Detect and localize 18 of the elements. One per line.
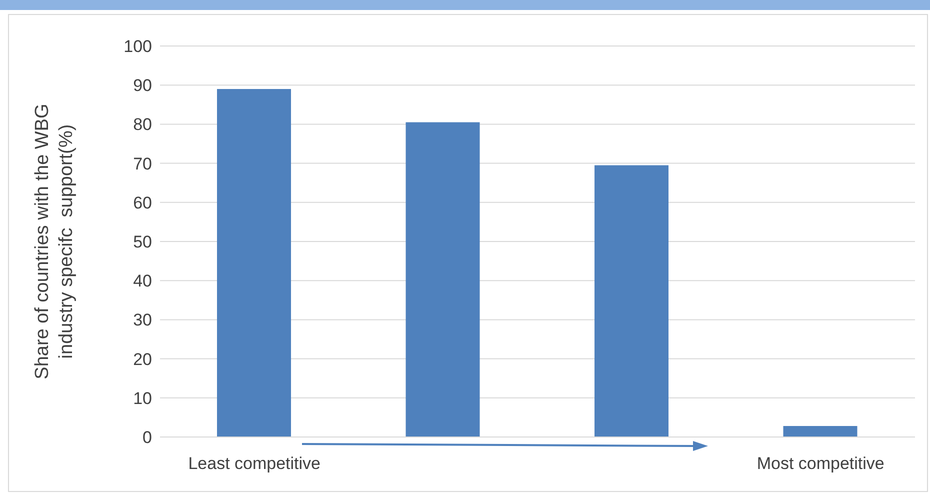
y-tick-label: 70 [133, 154, 152, 174]
y-tick-label: 30 [133, 310, 152, 330]
y-tick-label: 40 [133, 272, 152, 291]
y-tick-label: 90 [133, 76, 152, 96]
bar [594, 165, 668, 437]
y-tick-label: 0 [142, 428, 152, 448]
y-axis-title: Share of countries with the WBG industry specifc support(%) [32, 104, 77, 380]
y-tick-label: 80 [133, 115, 152, 134]
bar [406, 122, 480, 437]
y-tick-label: 100 [124, 37, 152, 56]
y-tick-label: 20 [133, 350, 152, 369]
y-tick-label: 50 [133, 232, 152, 252]
x-tick-label: Least competitive [188, 454, 321, 474]
y-tick-label: 60 [133, 193, 152, 212]
bar [783, 426, 858, 437]
bar [217, 89, 291, 437]
y-tick-label: 10 [133, 388, 152, 408]
x-tick-label: Most competitive [756, 454, 884, 474]
